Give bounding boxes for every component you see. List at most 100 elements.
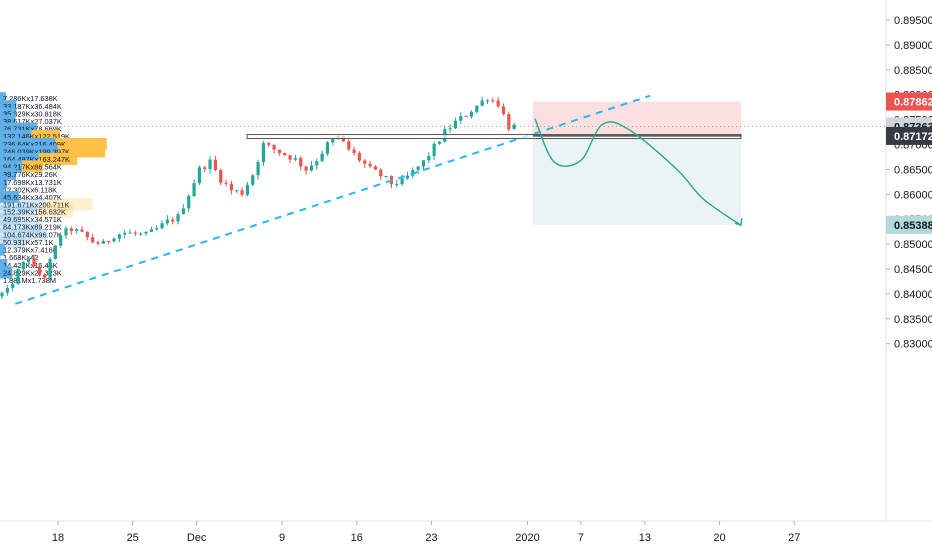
volume-profile-row[interactable]: 17.698Kx13.731K — [0, 175, 62, 188]
candle-body — [85, 231, 89, 238]
candle — [309, 161, 314, 172]
candle — [501, 103, 506, 116]
stop-loss-zone[interactable] — [532, 101, 741, 136]
candle — [155, 225, 159, 232]
candle-body — [347, 141, 351, 150]
candle-body — [400, 178, 404, 185]
candle-body — [107, 241, 111, 243]
candle-body — [459, 116, 463, 121]
candle — [357, 151, 362, 163]
y-tick-label: 0.86500 — [894, 164, 932, 176]
candle — [69, 226, 73, 235]
volume-profile-row[interactable]: 1.668Kx42 — [0, 251, 38, 264]
candle-body — [480, 100, 484, 106]
vp-label: 12.302Kx6.118K — [3, 185, 57, 194]
candle-body — [59, 235, 63, 246]
candle — [96, 240, 100, 246]
take-profit-zone[interactable] — [532, 135, 741, 225]
candle-body — [64, 228, 68, 236]
volume-profile-row[interactable]: 49.695Kx34.571K — [0, 213, 62, 226]
candle — [213, 155, 217, 172]
candle — [53, 244, 57, 260]
candle-body — [325, 142, 330, 154]
candle — [245, 181, 250, 197]
candle — [203, 165, 207, 173]
candle — [5, 284, 9, 296]
volume-profile-row[interactable]: 24.829Kx27.323K — [0, 266, 62, 279]
vp-label: 35.329Kx30.818K — [3, 110, 62, 119]
candle — [80, 226, 84, 233]
candle — [16, 265, 20, 286]
vp-buy-bar — [0, 198, 46, 211]
volume-profile-row[interactable]: 191.671Kx200.711K — [0, 198, 93, 211]
candle — [91, 234, 95, 244]
candle-body — [149, 229, 153, 232]
candle — [107, 240, 111, 245]
candle — [512, 122, 516, 130]
candle-body — [181, 208, 185, 215]
candle-body — [192, 183, 196, 197]
candle-body — [368, 163, 372, 167]
candle — [272, 144, 276, 154]
volume-profile-row[interactable]: 152.39Kx156.632K — [0, 205, 73, 218]
volume-profile-row[interactable]: 14.427Kx16.46K — [0, 259, 58, 272]
volume-profile-row[interactable]: 12.379Kx7.416K — [0, 243, 58, 256]
candle-body — [240, 190, 244, 195]
candle-body — [432, 143, 436, 156]
volume-profile-row[interactable]: 104.674Kx96.07K — [0, 228, 62, 241]
candle-body — [165, 219, 169, 224]
candle — [208, 156, 212, 174]
candle-body — [229, 183, 234, 191]
candle-body — [32, 258, 36, 267]
candle-body — [101, 241, 105, 244]
projection-path[interactable] — [534, 118, 742, 226]
take-profit-price-label: 0.87862 — [886, 92, 932, 111]
vp-sell-bar — [35, 205, 73, 218]
candle — [85, 231, 89, 241]
candle-body — [187, 196, 191, 209]
price-label-text: 0.85388 — [894, 220, 932, 232]
x-tick-label: 9 — [279, 532, 285, 544]
x-tick-label: 13 — [639, 532, 651, 544]
vp-buy-bar — [0, 236, 26, 249]
candle — [229, 180, 234, 195]
volume-profile-row[interactable]: 45.634Kx34.407K — [0, 190, 62, 203]
candle-body — [171, 219, 175, 222]
volume-profile-row[interactable]: 1.881Mx1.738M — [3, 276, 56, 285]
candle — [48, 257, 52, 280]
candle-body — [245, 184, 250, 195]
candle-body — [464, 116, 468, 118]
candle-body — [299, 157, 303, 167]
volume-profile-row[interactable]: 50.931Kx57.1K — [0, 236, 54, 249]
candle — [421, 160, 426, 170]
candle-body — [395, 184, 399, 186]
candle — [165, 215, 169, 226]
candle — [304, 165, 308, 175]
candle — [315, 158, 319, 170]
volume-profile-row[interactable]: 84.173Kx89.219K — [0, 220, 62, 233]
vp-sell-bar — [38, 152, 78, 165]
candle — [325, 140, 330, 157]
candle-body — [5, 287, 9, 293]
x-tick-label: 18 — [52, 532, 64, 544]
y-tick-label: 0.86000 — [894, 189, 932, 201]
candle — [144, 231, 148, 236]
vp-buy-bar — [0, 213, 20, 226]
candle — [395, 179, 399, 188]
candle-body — [379, 169, 383, 177]
candle-body — [176, 214, 180, 222]
volume-profile-row[interactable]: 7.286Kx17.638K — [0, 92, 58, 105]
candle-body — [293, 157, 298, 160]
candle-body — [421, 160, 426, 167]
candle-body — [251, 175, 255, 185]
x-tick-label: 7 — [578, 532, 584, 544]
volume-profile-row[interactable]: 12.302Kx6.118K — [0, 183, 57, 196]
candle — [293, 154, 298, 162]
candle — [507, 111, 511, 132]
candle — [224, 179, 228, 187]
candle-body — [21, 261, 25, 270]
price-label-bg — [886, 126, 932, 145]
candle — [117, 233, 121, 243]
